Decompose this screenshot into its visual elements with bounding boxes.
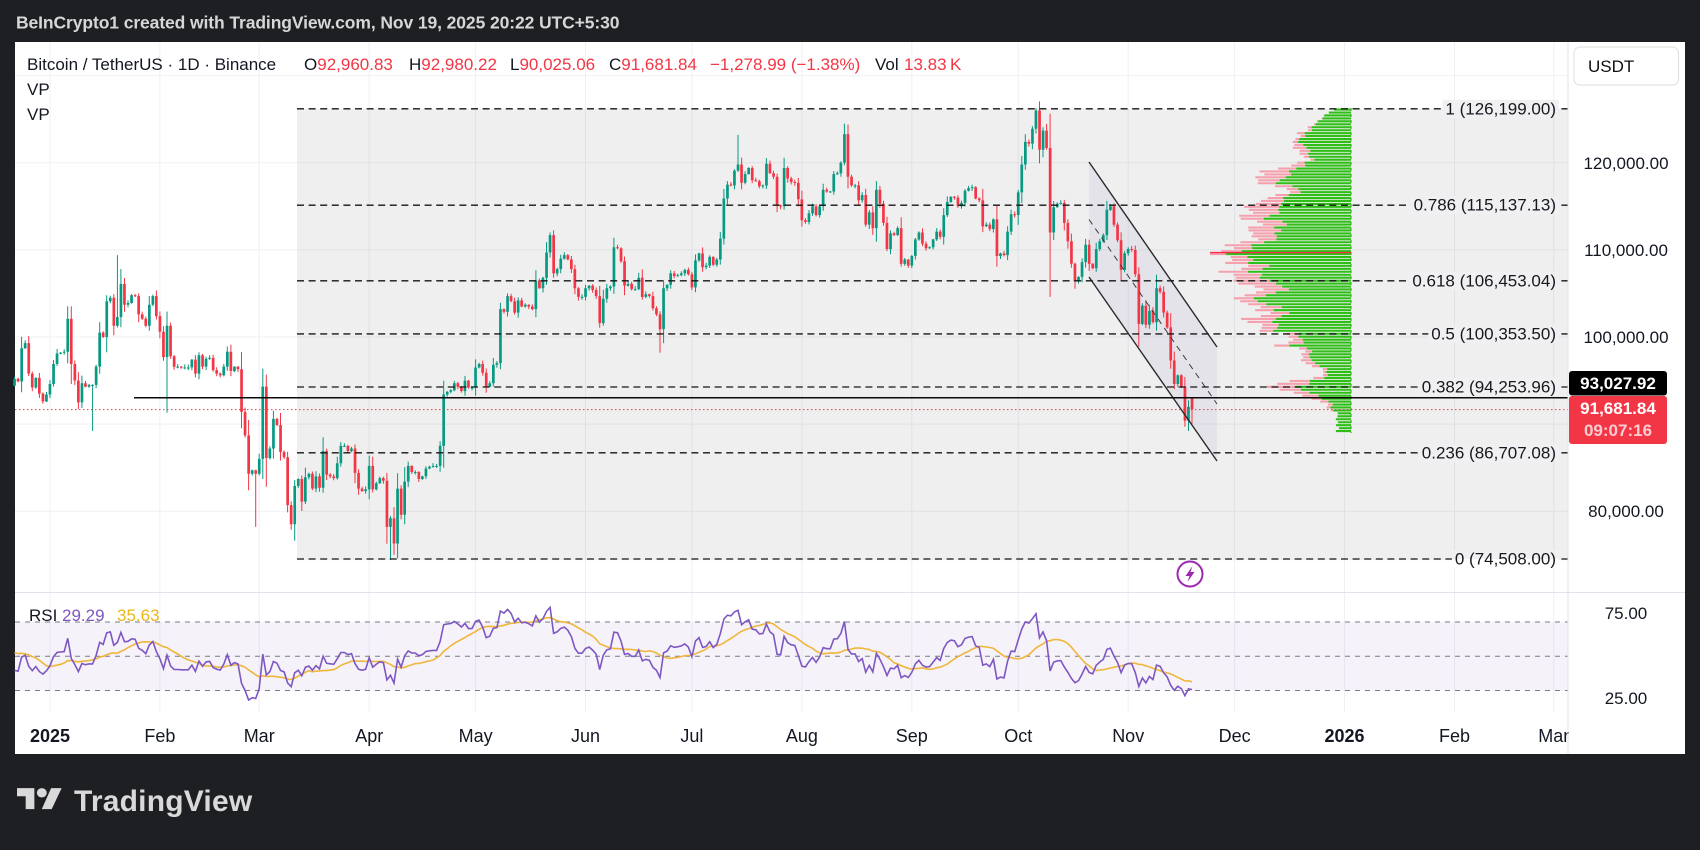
svg-text:75.00: 75.00 <box>1605 604 1648 623</box>
svg-text:0.786 (115,137.13): 0.786 (115,137.13) <box>1414 196 1556 215</box>
svg-text:Dec: Dec <box>1219 726 1251 746</box>
svg-text:2026: 2026 <box>1324 726 1364 746</box>
svg-text:Feb: Feb <box>144 726 175 746</box>
svg-text:110,000.00: 110,000.00 <box>1584 241 1668 260</box>
svg-text:2025: 2025 <box>30 726 70 746</box>
svg-text:0.382 (94,253.96): 0.382 (94,253.96) <box>1422 378 1556 397</box>
svg-text:0.5 (100,353.50): 0.5 (100,353.50) <box>1431 324 1556 343</box>
svg-text:Apr: Apr <box>355 726 383 746</box>
svg-text:35.63: 35.63 <box>117 606 160 625</box>
svg-text:Jun: Jun <box>571 726 600 746</box>
svg-text:Oct: Oct <box>1004 726 1032 746</box>
svg-text:0.618 (106,453.04): 0.618 (106,453.04) <box>1412 271 1556 290</box>
svg-text:80,000.00: 80,000.00 <box>1588 502 1664 521</box>
svg-text:100,000.00: 100,000.00 <box>1583 328 1668 347</box>
svg-text:91,681.84: 91,681.84 <box>1580 399 1656 418</box>
svg-text:Mar: Mar <box>244 726 275 746</box>
svg-text:Aug: Aug <box>786 726 818 746</box>
svg-text:May: May <box>459 726 493 746</box>
svg-text:Nov: Nov <box>1112 726 1144 746</box>
svg-text:93,027.92: 93,027.92 <box>1580 374 1656 393</box>
svg-text:TradingView: TradingView <box>74 785 253 818</box>
svg-text:Mar: Mar <box>1538 726 1569 746</box>
svg-text:Sep: Sep <box>896 726 928 746</box>
svg-text:USDT: USDT <box>1588 57 1634 76</box>
svg-text:1 (126,199.00): 1 (126,199.00) <box>1445 99 1556 118</box>
svg-text:VP: VP <box>27 80 50 99</box>
svg-text:120,000.00: 120,000.00 <box>1583 154 1668 173</box>
svg-text:RSI: RSI <box>29 606 57 625</box>
svg-text:BeInCrypto1 created with Tradi: BeInCrypto1 created with TradingView.com… <box>16 13 620 33</box>
svg-text:0.236 (86,707.08): 0.236 (86,707.08) <box>1422 443 1556 462</box>
svg-text:0 (74,508.00): 0 (74,508.00) <box>1455 550 1556 569</box>
svg-text:09:07:16: 09:07:16 <box>1584 421 1652 440</box>
svg-text:25.00: 25.00 <box>1605 689 1648 708</box>
svg-text:Feb: Feb <box>1439 726 1470 746</box>
svg-text:Bitcoin / TetherUS · 1D · Bina: Bitcoin / TetherUS · 1D · Binance <box>27 55 276 74</box>
svg-text:29.29: 29.29 <box>62 606 105 625</box>
svg-text:VP: VP <box>27 105 50 124</box>
svg-text:Jul: Jul <box>680 726 703 746</box>
